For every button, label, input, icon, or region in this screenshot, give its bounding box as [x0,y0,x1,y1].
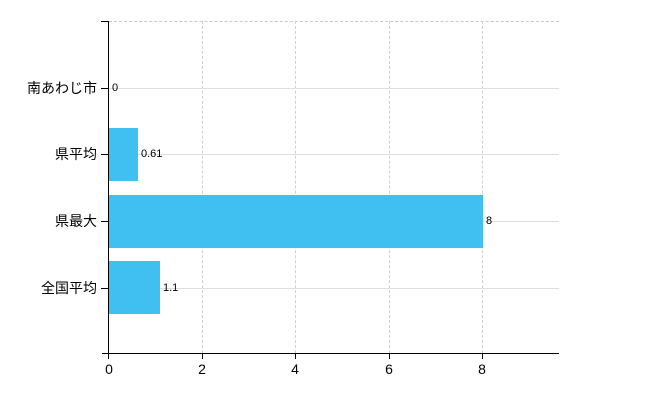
category-label-pref-average: 県平均 [55,146,97,162]
x-axis-tick [482,353,483,359]
value-label: 8 [486,215,493,227]
x-axis-tick [202,353,203,359]
plot-top-border [109,21,559,22]
x-axis-tick [108,353,109,359]
category-label-minamiawaji: 南あわじ市 [27,80,97,96]
bar-pref-max [109,195,483,248]
category-tick [101,88,108,89]
category-tick [101,154,108,155]
x-tick-label-2: 2 [198,361,206,377]
x-tick-label-0: 0 [105,361,113,377]
horizontal-gridline [109,154,559,155]
x-axis-line [102,353,559,354]
x-axis-tick [389,353,390,359]
category-tick [101,221,108,222]
vertical-gridline-8 [482,21,483,353]
vertical-gridline-4 [295,21,296,353]
horizontal-gridline [109,288,559,289]
category-label-national-average: 全国平均 [41,280,97,296]
x-tick-label-8: 8 [478,361,486,377]
value-label: 0 [112,82,119,94]
bar-national-average [109,261,160,314]
vertical-gridline-6 [389,21,390,353]
x-axis-tick [295,353,296,359]
value-label: 1.1 [163,282,179,294]
category-tick [101,288,108,289]
y-axis-top-tick [101,21,108,22]
horizontal-gridline [109,88,559,89]
vertical-gridline-2 [202,21,203,353]
x-tick-label-4: 4 [291,361,299,377]
value-label: 0.61 [141,148,163,160]
x-tick-label-6: 6 [385,361,393,377]
bar-pref-average [109,128,138,181]
category-label-pref-max: 県最大 [55,213,97,229]
y-axis-line [108,21,109,354]
